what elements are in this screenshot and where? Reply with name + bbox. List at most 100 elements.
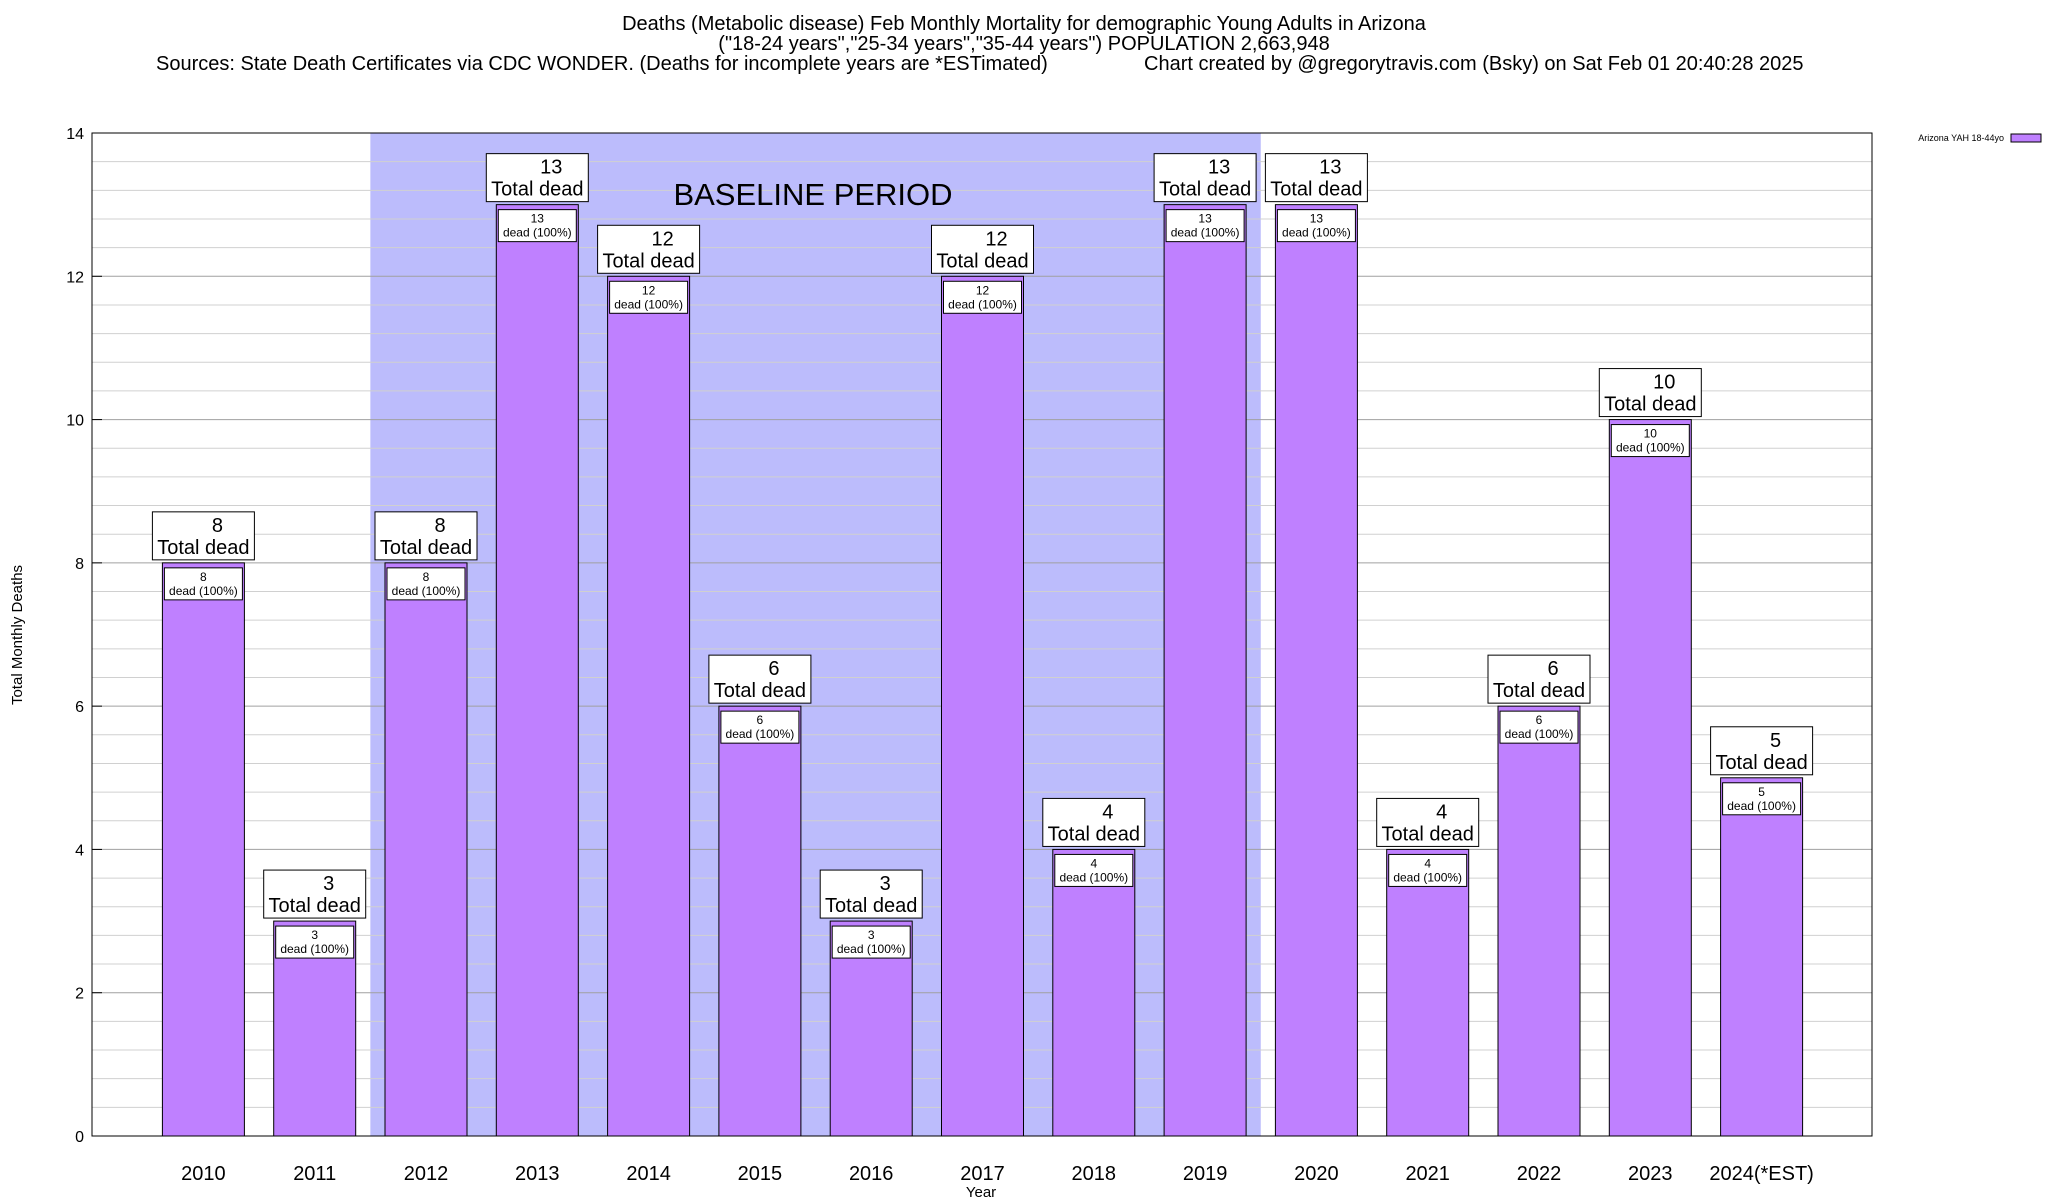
inner-label-text: dead (100%) (837, 942, 906, 956)
bar-2014 (607, 275, 691, 1137)
inner-label-text: dead (100%) (392, 584, 461, 598)
inner-label-box (609, 280, 689, 314)
inner-label-box (386, 567, 466, 601)
bar-2013 (495, 204, 579, 1137)
total-label-text: Total dead (1382, 823, 1474, 845)
inner-label-value: 13 (1310, 212, 1324, 226)
inner-label-text: dead (100%) (614, 297, 683, 311)
x-tick-label: 2023 (1628, 1163, 1673, 1185)
x-tick-label: 2021 (1405, 1163, 1450, 1185)
inner-label-value: 12 (976, 283, 990, 297)
chart-title-line2: ("18-24 years","25-34 years","35-44 year… (718, 33, 1330, 55)
inner-label-box (720, 710, 800, 744)
total-label-text: Total dead (1493, 680, 1585, 702)
inner-label-value: 4 (1090, 856, 1097, 870)
inner-label-value: 8 (423, 570, 430, 584)
y-tick-label: 14 (66, 126, 84, 143)
inner-label-value: 5 (1758, 785, 1765, 799)
inner-label-text: dead (100%) (1282, 226, 1351, 240)
total-label-box (1376, 797, 1480, 847)
y-tick-label: 2 (75, 986, 84, 1003)
total-label-box (819, 869, 923, 919)
inner-label-box (163, 567, 243, 601)
total-label-box (1598, 368, 1702, 418)
inner-label-text: dead (100%) (1727, 799, 1796, 813)
inner-label-text: dead (100%) (1616, 441, 1685, 455)
inner-label-box (1388, 853, 1468, 887)
inner-label-value: 10 (1644, 427, 1658, 441)
inner-label-box (1722, 782, 1802, 816)
inner-label-box (275, 925, 355, 959)
total-label-box (485, 153, 589, 203)
inner-label-value: 6 (757, 713, 764, 727)
total-label-value: 5 (1770, 730, 1781, 752)
x-tick-label: 2022 (1517, 1163, 1562, 1185)
inner-label-value: 4 (1424, 856, 1431, 870)
total-label-value: 13 (540, 157, 562, 179)
x-tick-label: 2011 (293, 1163, 336, 1185)
x-tick-label: 2012 (404, 1163, 449, 1185)
x-tick-label: 2014 (626, 1163, 671, 1185)
total-label-text: Total dead (1715, 752, 1807, 774)
total-label-text: Total dead (157, 537, 249, 559)
total-label-box (263, 869, 367, 919)
total-label-text: Total dead (380, 537, 472, 559)
total-label-value: 8 (212, 515, 223, 537)
total-label-value: 12 (651, 228, 673, 250)
total-label-value: 10 (1653, 372, 1675, 394)
inner-label-value: 13 (1198, 212, 1212, 226)
inner-label-box (943, 280, 1022, 314)
total-label-value: 8 (434, 515, 445, 537)
bar-2023 (1608, 419, 1692, 1137)
bar-2021 (1386, 848, 1470, 1137)
total-label-text: Total dead (714, 680, 806, 702)
y-tick-label: 6 (75, 699, 84, 716)
total-label-value: 6 (1547, 658, 1558, 680)
total-label-value: 13 (1208, 157, 1230, 179)
total-label-value: 13 (1319, 157, 1341, 179)
inner-label-text: dead (100%) (1393, 870, 1462, 884)
bar-2019 (1163, 204, 1247, 1137)
inner-label-box (1610, 424, 1690, 458)
bar-2024(*EST) (1720, 777, 1804, 1137)
inner-label-box (1165, 209, 1245, 243)
x-tick-label: 2010 (181, 1163, 226, 1185)
inner-label-value: 6 (1536, 713, 1543, 727)
total-label-text: Total dead (1604, 394, 1696, 416)
total-label-text: Total dead (825, 895, 917, 917)
total-label-box (374, 511, 478, 561)
y-tick-label: 10 (66, 413, 84, 430)
total-label-value: 3 (323, 873, 334, 895)
y-tick-label: 4 (75, 842, 84, 859)
total-label-box (1153, 153, 1257, 203)
total-label-box (1710, 726, 1814, 776)
total-label-text: Total dead (491, 179, 583, 201)
inner-label-value: 3 (868, 928, 875, 942)
inner-label-text: dead (100%) (280, 942, 349, 956)
bar-2020 (1274, 204, 1358, 1137)
inner-label-text: dead (100%) (1059, 870, 1128, 884)
bar-2012 (384, 562, 468, 1137)
inner-label-value: 3 (311, 928, 318, 942)
total-label-text: Total dead (1048, 823, 1140, 845)
inner-label-box (1054, 853, 1134, 887)
x-tick-label: 2019 (1183, 1163, 1228, 1185)
inner-label-box (497, 209, 577, 243)
x-axis-label: Year (966, 1184, 996, 1200)
total-label-box (151, 511, 255, 561)
bar-2018 (1052, 848, 1136, 1137)
x-tick-label: 2024(*EST) (1709, 1163, 1814, 1185)
inner-label-text: dead (100%) (1171, 226, 1240, 240)
total-label-text: Total dead (1159, 179, 1251, 201)
bar-2017 (941, 275, 1024, 1137)
inner-label-box (1499, 710, 1579, 744)
legend-swatch (2010, 133, 2042, 143)
total-label-value: 12 (985, 228, 1007, 250)
total-label-text: Total dead (269, 895, 361, 917)
chart-title-line1: Deaths (Metabolic disease) Feb Monthly M… (622, 13, 1426, 35)
total-label-value: 6 (768, 658, 779, 680)
x-tick-label: 2013 (515, 1163, 560, 1185)
baseline-period-label: BASELINE PERIOD (673, 177, 952, 212)
inner-label-box (831, 925, 911, 959)
